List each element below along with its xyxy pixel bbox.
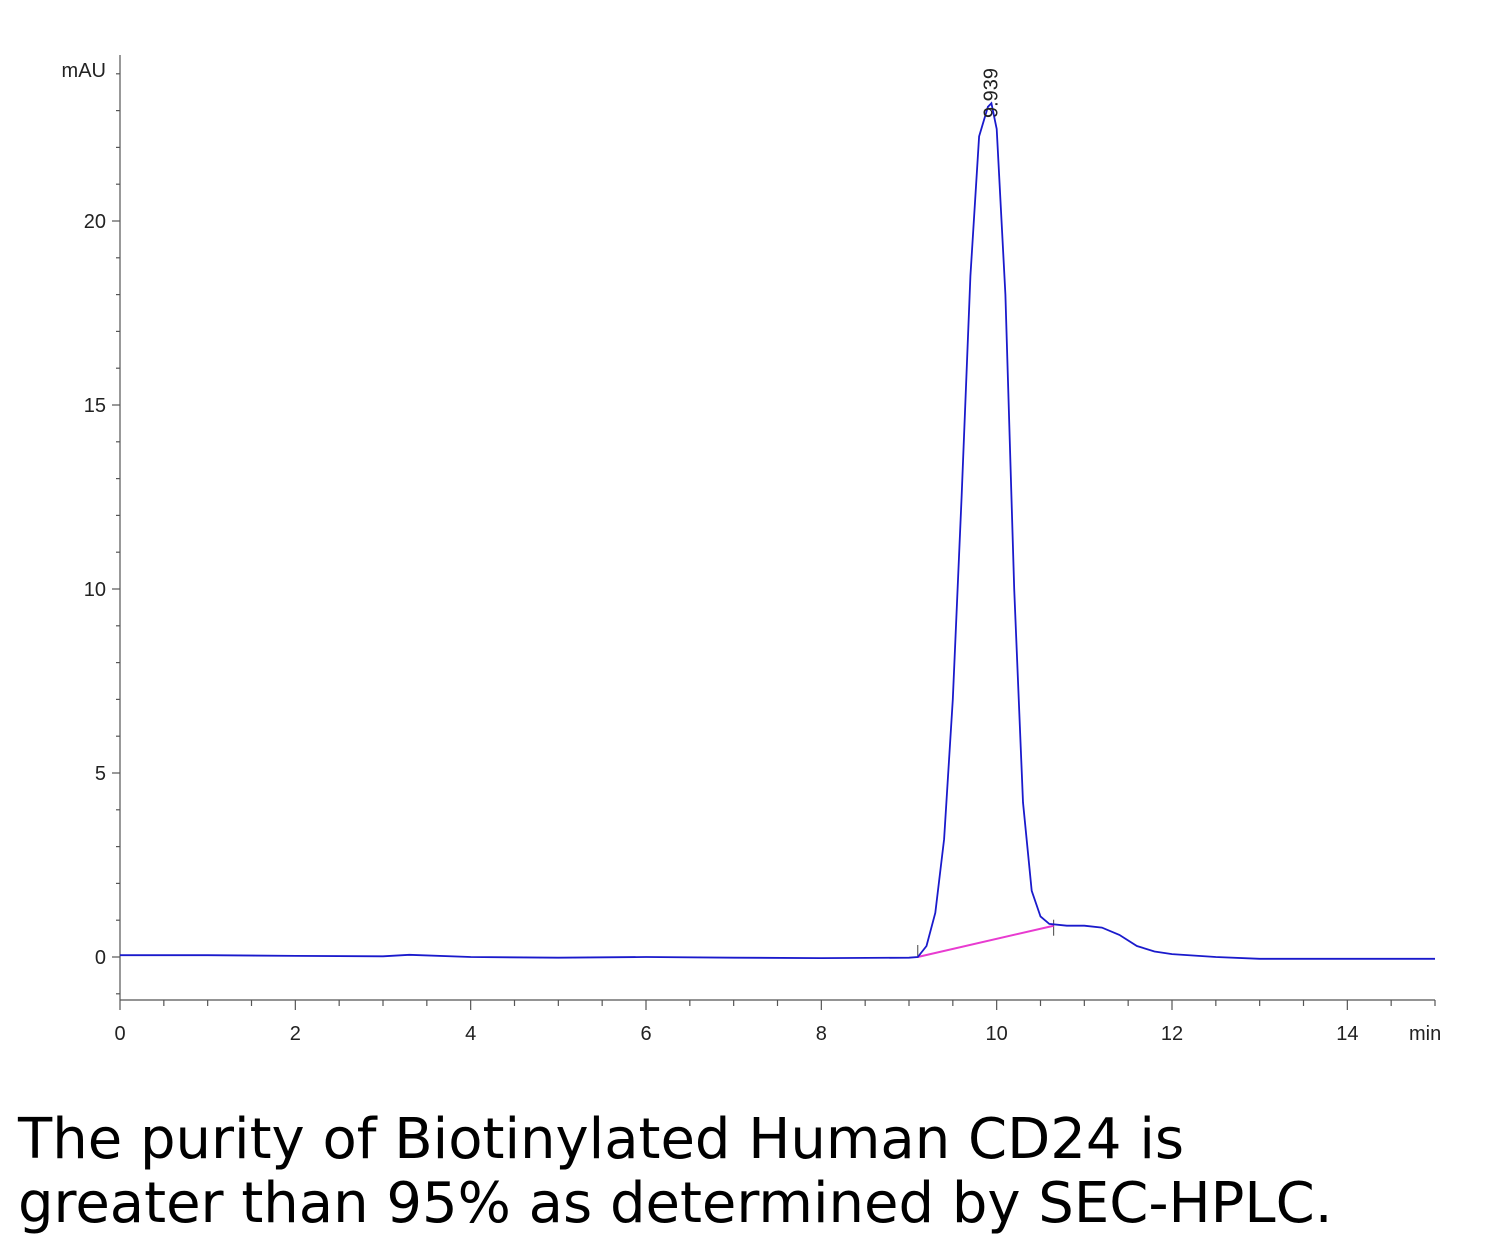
x-tick-label: 8 <box>816 1023 827 1045</box>
x-axis-label: min <box>1409 1023 1441 1045</box>
ticks <box>112 73 1436 1010</box>
tick-labels: 0 5 10 15 20 0 2 4 6 8 10 12 14 <box>84 211 1359 1045</box>
y-tick-label: 5 <box>95 763 106 785</box>
y-tick-label: 15 <box>84 395 106 417</box>
chromatogram-trace <box>120 101 1435 960</box>
x-tick-label: 0 <box>114 1023 125 1045</box>
x-tick-label: 2 <box>290 1023 301 1045</box>
x-tick-label: 4 <box>465 1023 476 1045</box>
x-tick-label: 14 <box>1336 1023 1358 1045</box>
axes <box>119 55 1435 1001</box>
y-axis-label: mAU <box>62 60 106 82</box>
figure-caption: The purity of Biotinylated Human CD24 is… <box>18 1108 1478 1236</box>
x-tick-label: 12 <box>1161 1023 1183 1045</box>
peak-annotation: 9.939 <box>980 68 1002 118</box>
chromatogram-chart: 0 5 10 15 20 0 2 4 6 8 10 12 14 mAU min 9.939 <box>62 55 1441 1045</box>
y-tick-label: 0 <box>95 947 106 969</box>
integration-baseline <box>917 924 1054 958</box>
y-tick-label: 20 <box>84 211 106 233</box>
caption-line-1: The purity of Biotinylated Human CD24 is <box>18 1107 1185 1172</box>
y-tick-label: 10 <box>84 579 106 601</box>
x-tick-label: 6 <box>640 1023 651 1045</box>
x-tick-label: 10 <box>986 1023 1008 1045</box>
caption-line-2: greater than 95% as determined by SEC-HP… <box>18 1171 1333 1236</box>
